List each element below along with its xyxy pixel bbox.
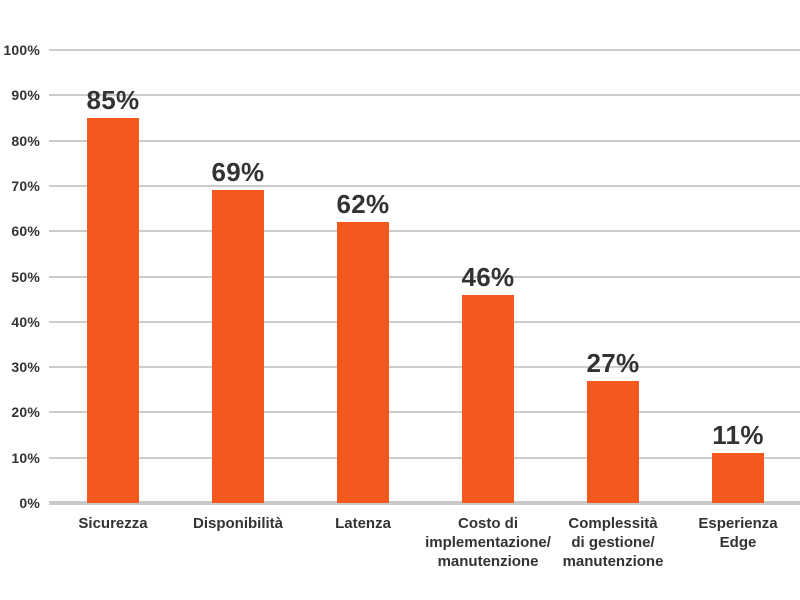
y-axis-tick-label: 0%	[19, 495, 40, 511]
x-axis-line	[49, 501, 800, 505]
bar	[587, 381, 639, 503]
gridline	[49, 230, 800, 233]
bar-value-label: 62%	[336, 189, 390, 219]
x-axis-category-label: Esperienza Edge	[698, 515, 778, 551]
bar-value-label: 46%	[461, 262, 515, 292]
gridline	[49, 366, 800, 369]
bar-value-label: 69%	[211, 157, 265, 187]
bar	[87, 118, 139, 503]
y-axis-tick-label: 30%	[11, 359, 40, 376]
y-axis-tick-label: 20%	[11, 404, 40, 421]
gridline	[49, 49, 800, 51]
y-axis-tick-label: 100%	[3, 42, 40, 58]
y-axis-tick-label: 90%	[11, 87, 40, 104]
y-axis-tick-label: 50%	[11, 268, 40, 285]
y-axis-tick-label: 70%	[11, 177, 40, 194]
y-axis-tick-label: 40%	[11, 313, 40, 330]
gridline	[49, 275, 800, 278]
bar-value-label: 85%	[86, 85, 140, 115]
x-axis-category-label: Latenza	[335, 515, 391, 532]
bar-value-label: 27%	[586, 348, 640, 378]
bar	[712, 453, 764, 503]
gridline	[49, 139, 800, 142]
bar	[212, 190, 264, 503]
gridline	[49, 184, 800, 187]
x-axis-category-label: Disponibilità	[193, 515, 283, 532]
gridline	[49, 320, 800, 323]
bar	[337, 222, 389, 503]
gridline	[49, 411, 800, 414]
y-axis-tick-label: 10%	[11, 449, 40, 466]
gridline	[49, 94, 800, 97]
bar-value-label: 11%	[712, 420, 764, 450]
gridline	[49, 456, 800, 459]
bar	[462, 295, 514, 503]
x-axis-category-label: Costo di implementazione/ manutenzione	[425, 515, 551, 570]
y-axis-tick-label: 80%	[11, 132, 40, 149]
x-axis-category-label: Sicurezza	[78, 515, 148, 532]
x-axis-category-label: Complessità di gestione/ manutenzione	[562, 515, 664, 570]
y-axis-tick-label: 60%	[11, 223, 40, 240]
